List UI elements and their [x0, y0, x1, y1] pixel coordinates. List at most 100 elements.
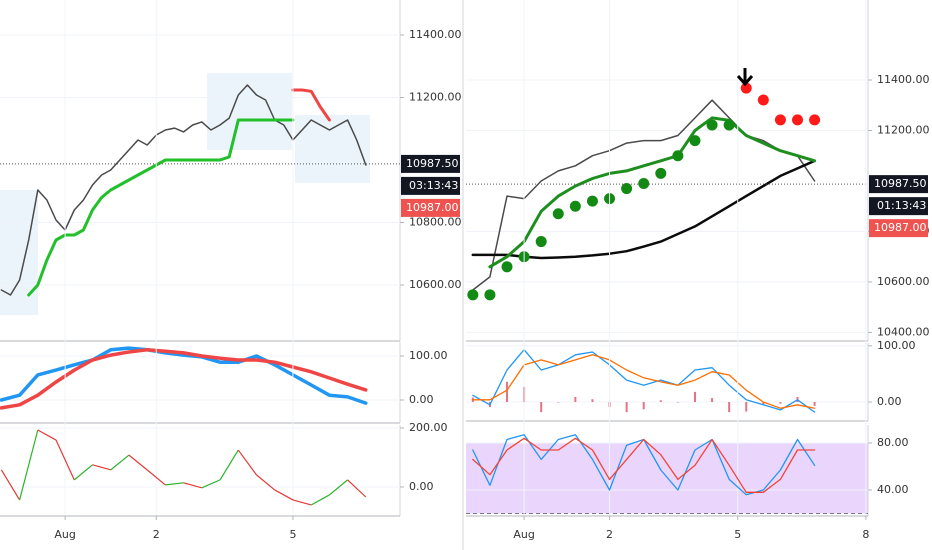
y-tick-label: 0.00 [409, 480, 434, 493]
series-dot [586, 195, 598, 207]
price-label-box [401, 154, 460, 173]
series-segment [329, 479, 348, 496]
histogram-bar [625, 402, 628, 413]
y-tick-label: 11400.00 [877, 73, 930, 86]
price-label: 10987.50 [406, 157, 459, 170]
histogram-bar [659, 400, 662, 403]
profile-box [207, 73, 292, 150]
series-line [291, 88, 331, 122]
series-line [0, 84, 367, 296]
y-tick-label: 10600.00 [877, 275, 930, 288]
series-segment [128, 454, 148, 471]
y-tick-label: 40.00 [877, 483, 909, 496]
y-tick-label: 10800.00 [409, 216, 462, 229]
arrow [736, 68, 754, 87]
histogram-bar [711, 398, 714, 403]
series-line [488, 116, 817, 269]
histogram-bar [745, 402, 748, 412]
price-label-box [869, 175, 928, 194]
series-segment [183, 482, 202, 489]
series-segment [73, 464, 93, 481]
y-tick-label: 10600.00 [409, 278, 462, 291]
series-line [471, 159, 816, 260]
price-label: 10987.00 [874, 221, 927, 234]
y-tick-label: 10400.00 [877, 325, 930, 338]
y-tick-label: 100.00 [409, 349, 448, 362]
histogram-bar [676, 402, 679, 403]
series-dot [467, 289, 479, 301]
series-segment [165, 482, 184, 486]
series-dot [792, 114, 804, 126]
x-tick-label: Aug [54, 528, 75, 541]
series-dot [535, 236, 547, 248]
series-dot [706, 119, 718, 131]
y-tick-label: 100.00 [877, 339, 916, 352]
series-line [472, 349, 816, 413]
series-dot [774, 114, 786, 126]
series-segment [55, 439, 75, 481]
x-tick-label: 2 [153, 528, 160, 541]
x-tick-label: Aug [513, 528, 534, 541]
series-dot [569, 200, 581, 212]
y-tick-label: 200.00 [409, 421, 448, 434]
series-dot [740, 82, 752, 94]
histogram-bar [728, 402, 731, 413]
price-label-box [869, 219, 928, 238]
series-segment [37, 429, 57, 441]
profile-box [0, 190, 38, 315]
countdown-box [401, 176, 460, 195]
series-segment [110, 454, 130, 471]
profile-box [295, 115, 370, 183]
series-dot [689, 135, 701, 147]
series-segment [19, 429, 39, 501]
series-dot [484, 289, 496, 301]
series-dot [757, 94, 769, 106]
series-segment [146, 469, 166, 486]
price-label: 10987.00 [406, 201, 459, 214]
y-tick-label: 11200.00 [877, 123, 930, 136]
series-dot [501, 261, 513, 273]
y-tick-label: 80.00 [877, 436, 909, 449]
x-tick-label: 2 [606, 528, 613, 541]
series-segment [0, 469, 21, 501]
x-tick-label: 5 [289, 528, 296, 541]
countdown: 03:13:43 [409, 179, 458, 192]
y-tick-label: 11400.00 [409, 28, 462, 41]
series-segment [219, 449, 239, 481]
histogram-bar [779, 402, 782, 404]
series-dot [723, 119, 735, 131]
histogram-bar [506, 381, 509, 403]
countdown-box [869, 197, 928, 216]
series-dot [621, 183, 633, 195]
countdown: 01:13:43 [877, 199, 926, 212]
x-tick-label: 8 [862, 528, 869, 541]
series-line [0, 346, 368, 405]
series-segment [347, 479, 367, 498]
series-segment [256, 474, 276, 491]
price-label-box [401, 198, 460, 217]
series-dot [809, 114, 821, 126]
series-segment [292, 499, 312, 506]
series-dot [655, 167, 667, 179]
histogram-bar [762, 402, 765, 405]
series-dot [552, 208, 564, 220]
series-line [27, 118, 295, 297]
price-label: 10987.50 [874, 177, 927, 190]
series-dot [672, 150, 684, 162]
series-line [472, 437, 816, 493]
series-line [472, 354, 816, 409]
y-tick-label: 0.00 [877, 395, 902, 408]
series-line [472, 99, 816, 291]
series-segment [274, 489, 294, 501]
series-dot [638, 178, 650, 190]
histogram-bar [813, 402, 816, 406]
histogram-bar [557, 402, 560, 403]
y-tick-label: 0.00 [409, 393, 434, 406]
x-tick-label: 5 [734, 528, 741, 541]
series-segment [310, 494, 330, 506]
series-segment [201, 479, 221, 489]
series-segment [237, 449, 257, 476]
series-line [0, 348, 368, 410]
